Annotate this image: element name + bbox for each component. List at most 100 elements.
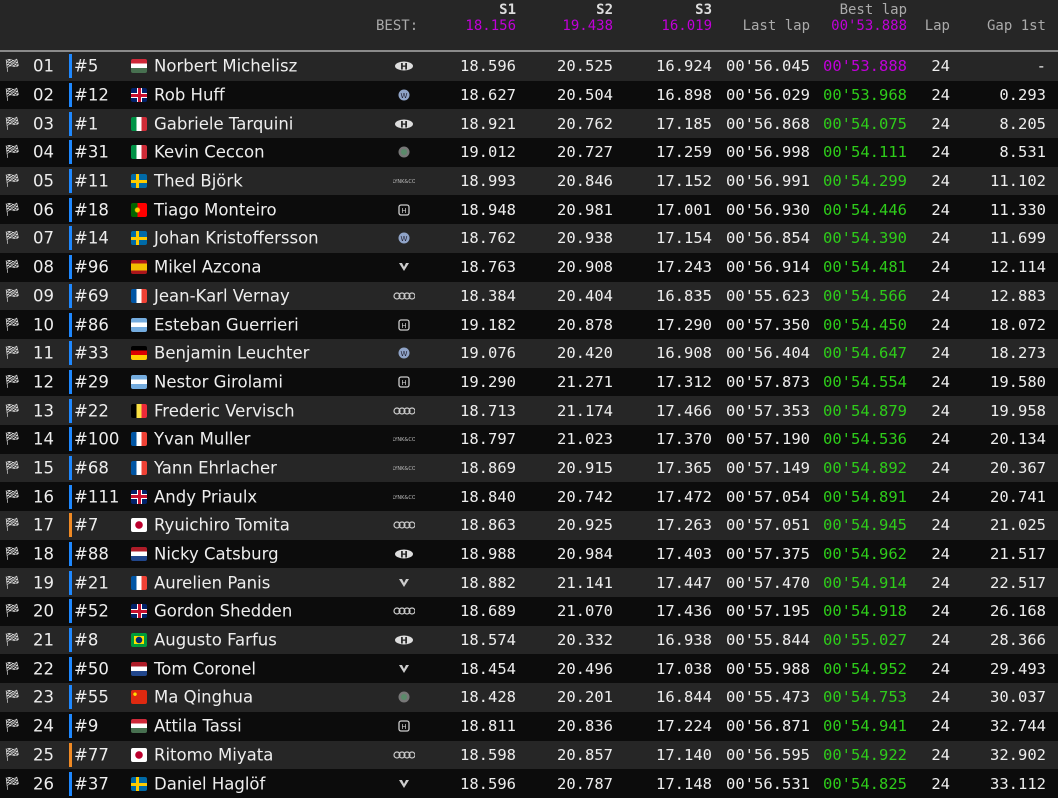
driver-name[interactable]: Jean-Karl Vernay [154,286,290,306]
table-row[interactable]: 🏁︎ 08 #96 Mikel Azcona 18.763 20.908 17.… [0,252,1058,282]
last-lap: 00'56.854 [726,229,810,248]
driver-name[interactable]: Yann Ehrlacher [154,458,277,478]
sector-1: 18.598 [460,745,516,764]
table-row[interactable]: 🏁︎ 20 #52 Gordon Shedden 18.689 21.070 1… [0,597,1058,626]
driver-name[interactable]: Gordon Shedden [154,601,293,621]
driver-name[interactable]: Ma Qinghua [154,687,254,707]
gap-to-first: 20.134 [990,430,1046,449]
sector-2: 20.915 [557,458,613,477]
driver-name[interactable]: Esteban Guerrieri [154,315,299,335]
lap-count: 24 [931,229,950,248]
country-flag-icon [131,403,147,418]
svg-text:LYNK&CO: LYNK&CO [393,437,415,443]
s2-header[interactable]: S2 [596,2,613,18]
gap-to-first: 30.037 [990,688,1046,707]
country-flag-icon [131,202,147,217]
last-lap: 00'56.930 [726,200,810,219]
car-number: #100 [74,429,120,449]
table-row[interactable]: 🏁︎ 26 #37 Daniel Haglöf 18.596 20.787 17… [0,769,1058,798]
driver-name[interactable]: Johan Kristoffersson [154,228,319,248]
table-row[interactable]: 🏁︎ 22 #50 Tom Coronel 18.454 20.496 17.0… [0,654,1058,684]
audi-logo-icon [393,405,415,417]
table-row[interactable]: 🏁︎ 03 #1 Gabriele Tarquini H 18.921 20.7… [0,109,1058,139]
table-row[interactable]: 🏁︎ 14 #100 Yvan Muller LYNK&CO 18.797 21… [0,424,1058,454]
driver-name[interactable]: Rob Huff [154,85,225,105]
position: 25 [33,745,54,765]
svg-text:H: H [400,637,408,646]
table-row[interactable]: 🏁︎ 12 #29 Nestor Girolami H 19.290 21.27… [0,367,1058,397]
car-number: #12 [74,85,109,105]
gap-header[interactable]: Gap 1st [986,18,1046,34]
car-number: #29 [74,372,109,392]
table-row[interactable]: 🏁︎ 09 #69 Jean-Karl Vernay 18.384 20.404… [0,281,1058,311]
driver-name[interactable]: Daniel Haglöf [154,774,266,794]
driver-name[interactable]: Aurelien Panis [154,573,271,593]
table-row[interactable]: 🏁︎ 24 #9 Attila Tassi H 18.811 20.836 17… [0,711,1058,741]
driver-name[interactable]: Nestor Girolami [154,372,283,392]
best-lap: 00'54.918 [823,602,907,621]
driver-name[interactable]: Yvan Muller [154,429,251,449]
lap-header[interactable]: Lap [924,18,950,34]
gap-to-first: 11.330 [990,200,1046,219]
category-bar [69,111,72,136]
position: 01 [33,56,54,76]
table-row[interactable]: 🏁︎ 18 #88 Nicky Catsburg H 18.988 20.984… [0,539,1058,569]
s1-header[interactable]: S1 [499,2,516,18]
position: 18 [33,544,54,564]
driver-name[interactable]: Tiago Monteiro [154,200,277,220]
category-bar [69,771,72,796]
table-row[interactable]: 🏁︎ 21 #8 Augusto Farfus H 18.574 20.332 … [0,625,1058,655]
driver-name[interactable]: Ryuichiro Tomita [154,515,290,535]
checkered-flag-icon: 🏁︎ [4,603,21,619]
sector-1: 18.689 [460,602,516,621]
table-row[interactable]: 🏁︎ 07 #14 Johan Kristoffersson W 18.762 … [0,224,1058,253]
car-number: #77 [74,745,109,765]
driver-name[interactable]: Mikel Azcona [154,257,262,277]
driver-name[interactable]: Frederic Vervisch [154,401,295,421]
last-lap-header[interactable]: Last lap [742,18,810,34]
lap-count: 24 [931,688,950,707]
table-row[interactable]: 🏁︎ 23 #55 Ma Qinghua 18.428 20.201 16.84… [0,683,1058,712]
driver-name[interactable]: Andy Priaulx [154,487,258,507]
gap-to-first: 20.741 [990,487,1046,506]
table-row[interactable]: 🏁︎ 25 #77 Ritomo Miyata 18.598 20.857 17… [0,740,1058,770]
table-row[interactable]: 🏁︎ 10 #86 Esteban Guerrieri H 19.182 20.… [0,310,1058,339]
table-row[interactable]: 🏁︎ 19 #21 Aurelien Panis 18.882 21.141 1… [0,568,1058,598]
checkered-flag-icon: 🏁︎ [4,259,21,275]
table-row[interactable]: 🏁︎ 13 #22 Frederic Vervisch 18.713 21.17… [0,396,1058,425]
driver-name[interactable]: Norbert Michelisz [154,56,298,76]
driver-name[interactable]: Gabriele Tarquini [154,114,294,134]
driver-name[interactable]: Tom Coronel [154,659,257,679]
svg-text:W: W [401,350,408,358]
driver-name[interactable]: Ritomo Miyata [154,745,274,765]
driver-name[interactable]: Benjamin Leuchter [154,343,310,363]
table-row[interactable]: 🏁︎ 11 #33 Benjamin Leuchter W 19.076 20.… [0,338,1058,368]
svg-text:H: H [401,723,406,731]
gap-to-first: 28.366 [990,631,1046,650]
driver-name[interactable]: Augusto Farfus [154,630,277,650]
best-lap-header[interactable]: Best lap [839,2,907,18]
last-lap: 00'57.054 [726,487,810,506]
table-row[interactable]: 🏁︎ 06 #18 Tiago Monteiro H 18.948 20.981… [0,195,1058,225]
driver-name[interactable]: Attila Tassi [154,716,242,736]
table-row[interactable]: 🏁︎ 04 #31 Kevin Ceccon 19.012 20.727 17.… [0,138,1058,167]
last-lap: 00'56.991 [726,172,810,191]
driver-name[interactable]: Thed Björk [154,171,243,191]
s3-header[interactable]: S3 [695,2,712,18]
country-flag-icon [131,374,147,389]
best-s1: 18.156 [465,18,516,34]
table-row[interactable]: 🏁︎ 16 #111 Andy Priaulx LYNK&CO 18.840 2… [0,482,1058,511]
driver-name[interactable]: Kevin Ceccon [154,142,265,162]
table-row[interactable]: 🏁︎ 17 #7 Ryuichiro Tomita 18.863 20.925 … [0,511,1058,540]
checkered-flag-icon: 🏁︎ [4,403,21,419]
lap-count: 24 [931,745,950,764]
car-number: #22 [74,401,109,421]
table-row[interactable]: 🏁︎ 15 #68 Yann Ehrlacher LYNK&CO 18.869 … [0,453,1058,483]
driver-name[interactable]: Nicky Catsburg [154,544,279,564]
table-row[interactable]: 🏁︎ 01 #5 Norbert Michelisz H 18.596 20.5… [0,52,1058,81]
sector-3: 17.472 [656,487,712,506]
table-row[interactable]: 🏁︎ 02 #12 Rob Huff W 18.627 20.504 16.89… [0,80,1058,110]
best-lap: 00'55.027 [823,631,907,650]
car-number: #33 [74,343,109,363]
table-row[interactable]: 🏁︎ 05 #11 Thed Björk LYNK&CO 18.993 20.8… [0,166,1058,196]
